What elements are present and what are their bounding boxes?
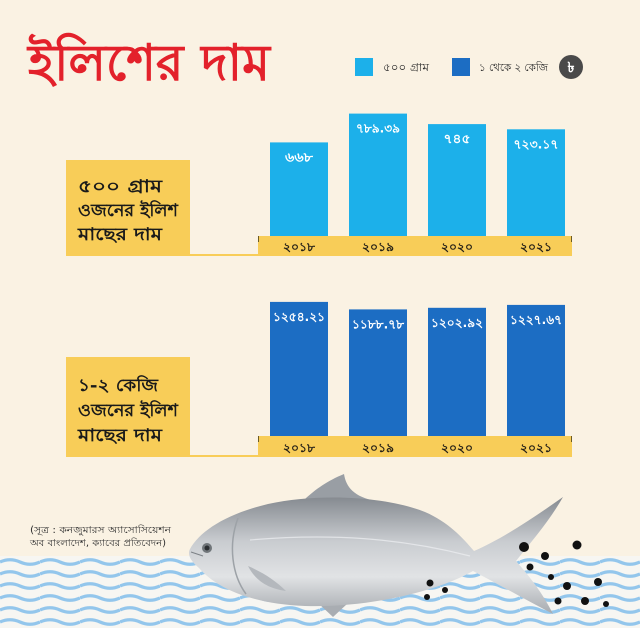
legend-swatch-500g	[355, 58, 373, 76]
fish-anal-fin	[318, 603, 347, 617]
bubble-dot	[424, 594, 430, 600]
taka-icon-circle	[559, 55, 583, 79]
chart-title-1-2kg-line-1: ১-২ কেজি	[78, 374, 159, 396]
hilsa-fish-icon	[189, 474, 563, 617]
bubble-dot	[554, 597, 562, 605]
year-label-500g-2021: ২০২১	[520, 240, 552, 254]
chart-1-2kg: ১-২ কেজি ওজনের ইলিশ মাছের দাম ১২৫৪.২১ ১১…	[66, 301, 572, 457]
legend-label-500g: ৫০০ গ্রাম	[383, 61, 430, 74]
legend: ৫০০ গ্রাম ১ থেকে ২ কেজি ৳	[355, 55, 583, 79]
bubble-dots	[424, 540, 609, 607]
year-label-500g-2019: ২০১৯	[362, 240, 394, 254]
chart-label-box-500g	[66, 160, 190, 256]
bubble-dot	[572, 540, 582, 550]
bar-1-2kg-2021	[507, 304, 565, 436]
year-band-1-2kg	[258, 436, 572, 457]
legend-label-1-2kg: ১ থেকে ২ কেজি	[479, 61, 548, 74]
chart-title-500g-line-1: ৫০০ গ্রাম	[78, 177, 163, 197]
bubble-dot	[563, 582, 571, 590]
bar-500g-2021	[507, 129, 565, 236]
fish-pectoral-fin	[248, 566, 286, 591]
fish-body	[189, 497, 563, 614]
source-note: (সূত্র : কনজুমারস অ্যাসোসিয়েশন অব বাংলা…	[29, 524, 173, 549]
fish-lateral-line	[249, 536, 471, 557]
fish-eye-pupil	[204, 545, 210, 551]
value-label-500g-2021: ৭২৩.১৭	[514, 136, 559, 151]
infographic-title: ইলিশের দাম	[26, 33, 272, 92]
bubble-dot	[426, 579, 434, 587]
year-label-1-2kg-2019: ২০১৯	[362, 441, 394, 455]
year-label-1-2kg-2020: ২০২০	[441, 441, 473, 455]
source-note-line-2: অব বাংলাদেশ, ক্যাবের প্রতিবেদন)	[29, 537, 166, 549]
bubble-dot	[541, 552, 549, 560]
value-label-1-2kg-2021: ১২২৭.৬৭	[510, 312, 562, 327]
bubble-dot	[442, 587, 448, 593]
fish-dorsal-fin	[305, 474, 376, 501]
bubble-dot	[548, 574, 554, 580]
year-label-500g-2018: ২০১৮	[283, 240, 315, 254]
taka-icon: ৳	[559, 55, 583, 79]
chart-title-500g-line-2: ওজনের ইলিশ	[78, 199, 179, 221]
year-label-500g-2020: ২০২০	[441, 240, 473, 254]
chart-title-500g-line-3: মাছের দাম	[77, 225, 163, 245]
legend-swatch-1-2kg	[452, 58, 470, 76]
taka-symbol: ৳	[568, 60, 575, 76]
bubble-dot	[594, 578, 602, 586]
bar-1-2kg-2018	[270, 301, 328, 436]
year-band-500g	[258, 236, 572, 256]
year-label-1-2kg-2021: ২০২১	[520, 441, 552, 455]
fish-mouth	[190, 551, 204, 557]
chart-title-1-2kg-line-3: মাছের দাম	[77, 426, 163, 446]
bubble-dot	[603, 601, 609, 607]
bar-1-2kg-2020	[428, 307, 486, 436]
bubble-dot	[581, 597, 589, 605]
fish-gill-line	[231, 517, 247, 595]
value-label-500g-2019: ৭৮৯.৩৯	[356, 121, 400, 136]
value-label-1-2kg-2020: ১২০২.৯২	[431, 315, 483, 330]
bar-500g-2018	[270, 142, 328, 236]
year-label-1-2kg-2018: ২০১৮	[283, 441, 315, 455]
bubble-dot	[526, 563, 534, 571]
bar-1-2kg-2019	[349, 309, 407, 436]
chart-title-1-2kg-line-2: ওজনের ইলিশ	[78, 399, 179, 421]
source-note-line-1: (সূত্র : কনজুমারস অ্যাসোসিয়েশন	[30, 524, 172, 536]
value-label-1-2kg-2018: ১২৫৪.২১	[273, 309, 325, 324]
chart-500g: ৫০০ গ্রাম ওজনের ইলিশ মাছের দাম ৬৬৮ ৭৮৯.৩…	[66, 113, 572, 256]
bubble-dot	[519, 542, 529, 552]
value-label-500g-2018: ৬৬৮	[285, 149, 314, 164]
chart-label-box-1-2kg	[66, 357, 190, 457]
value-label-500g-2020: ৭৪৫	[444, 131, 471, 146]
bar-500g-2020	[428, 124, 486, 236]
value-label-1-2kg-2019: ১১৮৮.৭৮	[352, 316, 405, 331]
bar-500g-2019	[349, 113, 407, 236]
